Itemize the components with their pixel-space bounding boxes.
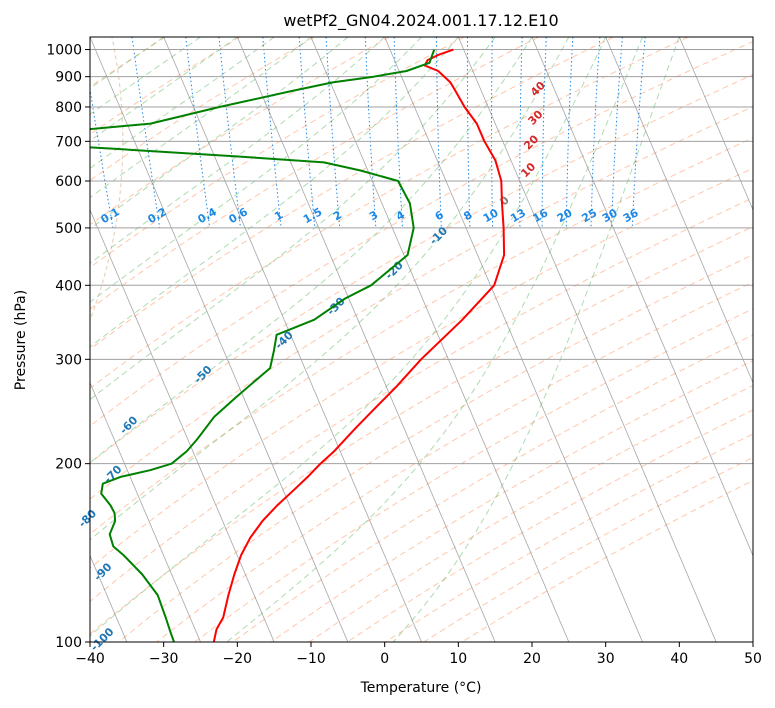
y-tick-label: 300 <box>55 352 82 368</box>
hodograph-circle <box>90 37 124 322</box>
dry-adiabat-line <box>90 37 390 226</box>
dry-adiabat-line <box>90 37 540 310</box>
x-tick-label: −10 <box>296 651 326 667</box>
moist-adiabat-line <box>90 37 533 464</box>
x-tick-label: 50 <box>744 651 762 667</box>
x-axis-label: Temperature (°C) <box>360 680 482 696</box>
moist-adiabat-line <box>90 37 312 199</box>
mixing-ratio-line <box>631 37 646 228</box>
dry-adiabat-line <box>90 37 315 181</box>
moist-adiabat-line <box>226 37 643 642</box>
moist-adiabat-line <box>90 37 201 115</box>
isotherm-line <box>605 37 753 384</box>
y-tick-label: 400 <box>55 278 82 294</box>
dry-adiabat-line <box>90 197 753 603</box>
isotherm-line <box>457 37 717 642</box>
x-axis: −40 −30 −20 −10 0 10 20 30 40 50 <box>75 642 762 667</box>
isotherm-line <box>384 37 643 642</box>
y-tick-label: 600 <box>55 174 82 190</box>
isotherm-line <box>310 37 570 642</box>
dry-adiabat-line <box>90 40 753 427</box>
y-tick-label: 1000 <box>46 43 82 59</box>
dewpoint-line <box>90 49 436 642</box>
plot-frame <box>89 36 754 643</box>
y-axis: 1000 900 800 700 600 500 400 300 200 100 <box>46 43 90 651</box>
x-tick-label: 0 <box>380 651 389 667</box>
mixing-ratio-line <box>298 37 316 228</box>
moist-adiabat-line <box>90 37 386 264</box>
chart-title: wetPf2_GN04.2024.001.17.12.E10 <box>283 11 558 31</box>
y-tick-label: 200 <box>55 457 82 473</box>
moist-adiabat-line <box>90 37 496 401</box>
data-series <box>90 48 506 642</box>
moist-adiabat-line <box>90 37 570 541</box>
moist-adiabat-line <box>90 37 164 90</box>
x-tick-label: −40 <box>75 651 105 667</box>
dry-adiabat-line <box>90 73 753 464</box>
y-tick-label: 700 <box>55 134 82 150</box>
dry-adiabat-line <box>90 106 753 500</box>
isotherm-line <box>163 37 422 642</box>
y-tick-label: 500 <box>55 221 82 237</box>
dry-adiabat-line <box>90 37 614 350</box>
moist-adiabat-line <box>90 37 238 142</box>
x-tick-label: 10 <box>449 651 467 667</box>
y-tick-label: 900 <box>55 70 82 86</box>
x-tick-label: −20 <box>223 651 253 667</box>
moist-adiabat-line <box>90 37 275 169</box>
x-tick-label: 20 <box>523 651 541 667</box>
isotherm-line <box>90 381 201 642</box>
isotherm-line <box>90 37 349 642</box>
y-tick-label: 100 <box>55 635 82 651</box>
mixing-ratio-line <box>90 86 114 228</box>
x-tick-label: 40 <box>670 651 688 667</box>
y-axis-label: Pressure (hPa) <box>13 290 29 390</box>
moist-adiabat-line <box>90 37 459 348</box>
mixing-ratio-line <box>218 37 241 228</box>
dry-adiabat-line <box>90 226 753 635</box>
dry-adiabat-line <box>90 167 753 569</box>
dry-adiabat-line <box>90 137 753 535</box>
mixing-ratio-line <box>262 37 282 228</box>
isotherm-line <box>531 37 753 557</box>
dry-adiabat-line <box>194 308 753 642</box>
mixing-ratio-line <box>185 37 211 228</box>
dry-adiabat-line <box>232 334 753 642</box>
isotherm-line <box>236 37 496 642</box>
y-tick-label: 800 <box>55 100 82 116</box>
isotherm-line <box>678 37 753 211</box>
moist-adiabat-line <box>90 37 607 637</box>
x-tick-label: −30 <box>149 651 179 667</box>
moist-adiabat-line <box>392 37 680 642</box>
temperature-line <box>212 48 506 642</box>
x-tick-label: 30 <box>597 651 615 667</box>
isotherm-line <box>90 208 275 642</box>
